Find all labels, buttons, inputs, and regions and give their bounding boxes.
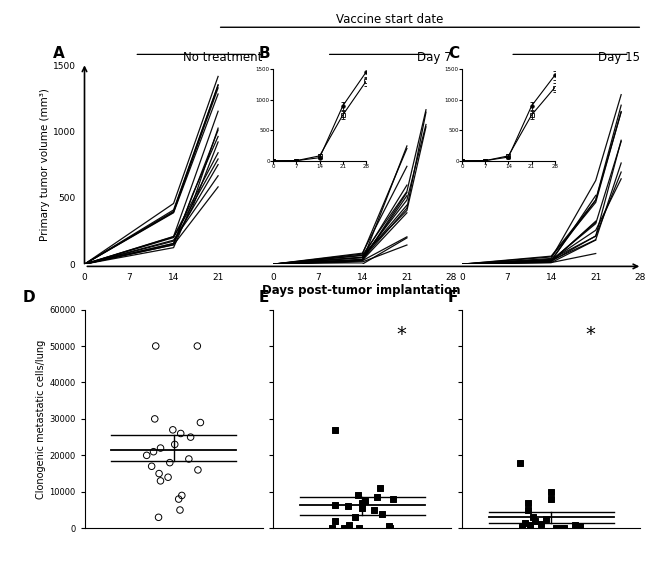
Text: Day 7: Day 7: [417, 51, 452, 64]
Text: Day 15: Day 15: [598, 51, 640, 64]
Point: [153, 513, 164, 522]
Point: [385, 524, 395, 533]
Point: [559, 523, 569, 532]
Point: [175, 506, 185, 515]
Point: [536, 519, 547, 528]
Point: [528, 513, 538, 522]
Point: [556, 524, 567, 533]
Point: [571, 524, 582, 533]
Point: [170, 440, 180, 449]
Point: [525, 520, 535, 529]
Point: [551, 523, 561, 532]
Point: [148, 447, 159, 456]
Point: [155, 444, 166, 453]
Point: [343, 502, 353, 511]
Point: [388, 495, 398, 504]
Point: [372, 492, 382, 502]
Point: [344, 520, 354, 529]
Point: [155, 477, 166, 486]
Point: [546, 495, 556, 504]
Point: [184, 454, 194, 463]
Point: [154, 469, 164, 478]
Text: Vaccine start date: Vaccine start date: [336, 12, 444, 26]
Point: [376, 509, 387, 518]
Point: [163, 473, 174, 482]
Point: [327, 524, 337, 533]
Point: [192, 341, 203, 350]
Text: Days post-tumor implantation: Days post-tumor implantation: [261, 284, 460, 297]
Point: [174, 495, 184, 504]
Text: No treatment: No treatment: [183, 51, 263, 64]
Text: D: D: [22, 290, 35, 305]
Text: *: *: [586, 325, 595, 344]
Point: [546, 487, 556, 496]
Point: [530, 516, 540, 525]
Point: [177, 491, 187, 500]
Y-axis label: Clonogenic metastatic cells/lung: Clonogenic metastatic cells/lung: [36, 339, 46, 499]
Text: B: B: [259, 47, 270, 61]
Text: C: C: [448, 47, 459, 61]
Y-axis label: Primary tumor volume (mm³): Primary tumor volume (mm³): [40, 88, 49, 241]
Point: [384, 522, 394, 531]
Point: [339, 523, 349, 532]
Point: [515, 458, 525, 467]
Point: [541, 515, 551, 524]
Point: [195, 418, 205, 427]
Text: A: A: [53, 47, 64, 61]
Point: [150, 414, 160, 423]
Point: [176, 429, 186, 438]
Point: [358, 498, 368, 507]
Point: [185, 433, 196, 442]
Point: [519, 518, 530, 527]
Point: [570, 521, 580, 530]
Point: [369, 506, 379, 515]
Point: [516, 523, 526, 532]
Point: [330, 425, 341, 435]
Point: [523, 506, 534, 515]
Point: [164, 458, 175, 467]
Point: [146, 462, 157, 471]
Point: [193, 465, 203, 474]
Point: [151, 341, 161, 350]
Point: [330, 516, 340, 525]
Point: [357, 504, 367, 513]
Point: [350, 513, 360, 522]
Text: F: F: [448, 290, 458, 305]
Point: [330, 500, 340, 509]
Point: [575, 522, 585, 531]
Point: [375, 483, 385, 492]
Text: *: *: [396, 325, 406, 344]
Text: E: E: [259, 290, 270, 305]
Point: [523, 498, 533, 507]
Point: [359, 496, 370, 506]
Point: [142, 451, 152, 460]
Point: [353, 491, 363, 500]
Point: [168, 425, 178, 435]
Point: [354, 523, 365, 532]
